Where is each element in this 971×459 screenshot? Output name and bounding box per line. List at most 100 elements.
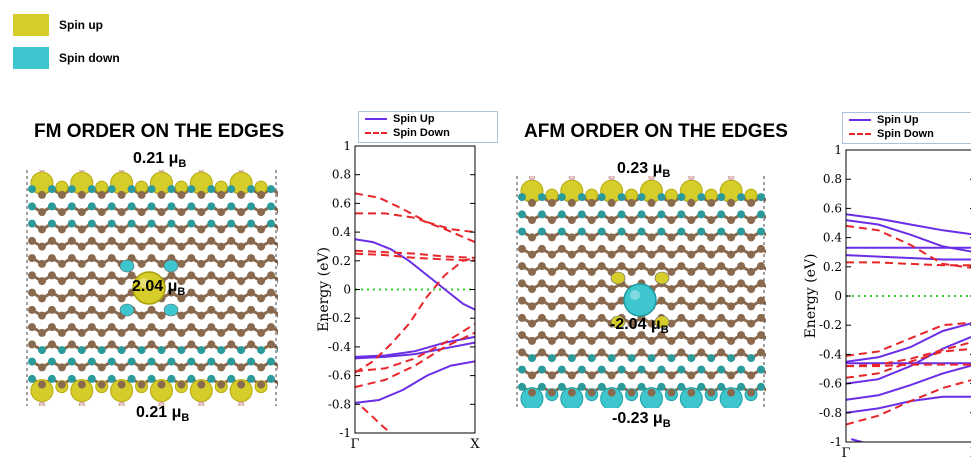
bn-atom [148,375,156,383]
carbon-atom [38,208,46,216]
bn-atom [677,228,685,236]
bn-atom [68,220,76,228]
carbon-atom [197,294,205,302]
spin-up-band-0 [846,214,971,235]
carbon-atom [568,389,576,397]
fm-moment-center: 2.04 μB [132,278,185,298]
bn-atom [167,202,175,210]
carbon-atom [737,297,745,305]
carbon-atom [747,285,755,293]
carbon-atom [148,254,156,262]
carbon-atom [128,340,136,348]
satellite-spin-lobe [164,304,178,316]
y-tick-label: 0.4 [332,225,351,239]
bn-atom [657,228,665,236]
carbon-atom [598,348,606,356]
carbon-atom [257,260,265,268]
carbon-atom [38,225,46,233]
carbon-atom [598,314,606,322]
carbon-atom [737,348,745,356]
carbon-atom [548,268,556,276]
carbon-atom [598,279,606,287]
carbon-atom [687,285,695,293]
carbon-atom [687,337,695,345]
carbon-atom [68,254,76,262]
carbon-atom [108,306,116,314]
carbon-atom [197,329,205,337]
carbon-atom [118,363,126,371]
hydrogen-atom [79,402,84,406]
carbon-atom [608,233,616,241]
spin-down-band-3 [355,254,475,261]
bn-atom [197,346,205,354]
bn-atom [148,185,156,193]
carbon-atom [628,337,636,345]
bn-atom [158,346,166,354]
carbon-atom [217,225,225,233]
carbon-atom [588,337,596,345]
bn-atom [568,354,576,362]
plot-area [846,214,971,446]
carbon-atom [28,271,36,279]
carbon-atom [628,233,636,241]
afm-moment-center: -2.04 μB [610,316,669,336]
carbon-atom [638,348,646,356]
bn-atom [38,346,46,354]
carbon-atom [717,245,725,253]
carbon-atom [197,312,205,320]
carbon-atom [247,323,255,331]
carbon-atom [667,302,675,310]
bn-atom [657,366,665,374]
y-tick-label: 1 [834,144,842,157]
carbon-atom [58,191,66,199]
carbon-atom [697,297,705,305]
bn-atom [237,346,245,354]
bn-atom [207,375,215,383]
carbon-atom [727,320,735,328]
carbon-atom [98,312,106,320]
bn-atom [187,358,195,366]
carbon-atom [578,297,586,305]
carbon-atom [128,237,136,245]
carbon-atom [628,371,636,379]
carbon-atom [58,363,66,371]
bn-atom [128,375,136,383]
bn-atom [88,358,96,366]
carbon-atom [608,285,616,293]
carbon-atom [158,191,166,199]
carbon-atom [197,225,205,233]
carbon-atom [697,348,705,356]
carbon-atom [667,371,675,379]
carbon-atom [58,208,66,216]
carbon-atom [118,277,126,285]
hydrogen-atom [199,170,204,172]
bn-atom [578,366,586,374]
bn-atom [108,185,116,193]
carbon-atom [717,262,725,270]
carbon-atom [588,233,596,241]
bn-atom [697,210,705,218]
bn-atom [148,202,156,210]
spin-down-band-1 [846,262,971,265]
carbon-atom [207,237,215,245]
carbon-atom [667,216,675,224]
carbon-atom [217,329,225,337]
carbon-atom [707,371,715,379]
carbon-atom [177,329,185,337]
carbon-atom [108,289,116,297]
carbon-atom [727,199,735,207]
carbon-atom [548,251,556,259]
bn-atom [677,366,685,374]
carbon-atom [38,191,46,199]
bn-atom [247,220,255,228]
bn-atom [757,193,765,201]
carbon-atom [207,306,215,314]
carbon-atom [167,237,175,245]
carbon-atom [177,260,185,268]
carbon-atom [158,381,166,389]
carbon-atom [737,314,745,322]
carbon-atom [558,262,566,270]
bn-atom [257,346,265,354]
carbon-atom [558,331,566,339]
hydrogen-atom [569,176,574,180]
